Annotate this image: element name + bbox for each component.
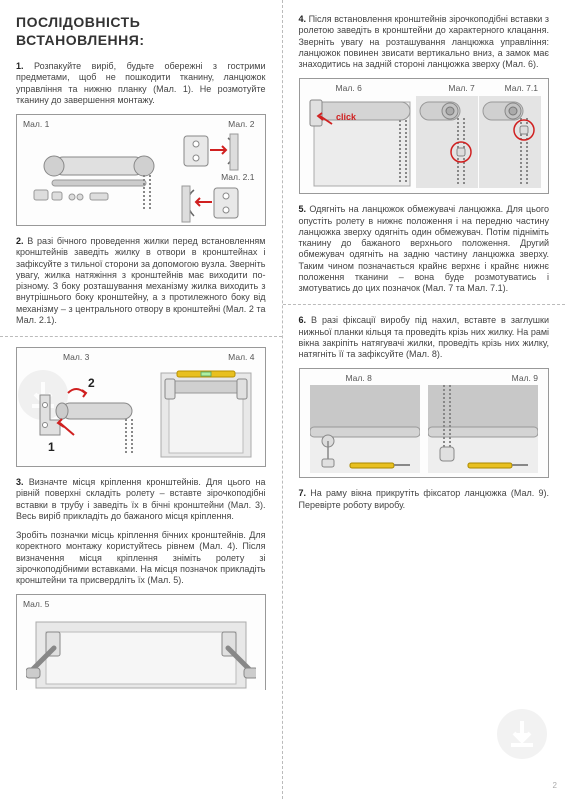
figure-box-5: Мал. 5: [16, 594, 266, 690]
figure-box-6-7: Мал. 6 click: [299, 78, 550, 194]
fig-7-label: Мал. 7: [416, 83, 479, 94]
fig-3-illustration: 2 1: [23, 365, 146, 460]
figure-box-1-2: Мал. 1: [16, 114, 266, 226]
fig-2-label: Мал. 2: [164, 119, 258, 130]
step-2-body: В разі бічного проведення жилки перед вс…: [16, 236, 266, 325]
fig-21-illustration: [164, 184, 258, 224]
watermark-icon: [497, 709, 547, 759]
step-7-text: 7. На раму вікна прикрутіть фіксатор лан…: [299, 488, 550, 511]
figure-box-8-9: Мал. 8: [299, 368, 550, 478]
fig-1-label: Мал. 1: [23, 119, 164, 130]
fig-9-illustration: [424, 386, 542, 471]
fig-4-illustration: [146, 365, 258, 460]
page-title: ПОСЛІДОВНІСТЬ ВСТАНОВЛЕННЯ:: [16, 14, 266, 49]
svg-text:2: 2: [88, 376, 95, 390]
divider: [283, 304, 565, 305]
fig-1-illustration: [23, 132, 164, 219]
fig-9-label: Мал. 9: [424, 373, 542, 384]
divider: [0, 336, 282, 337]
step-1-text: 1. Розпакуйте виріб, будьте обережні з г…: [16, 61, 266, 106]
figure-box-3-4: Мал. 3: [16, 347, 266, 467]
fig-4-label: Мал. 4: [146, 352, 258, 363]
fig-71-illustration: [479, 96, 542, 187]
fig-71-label: Мал. 7.1: [479, 83, 542, 94]
fig-5-label: Мал. 5: [23, 599, 259, 610]
page-number: 2: [553, 781, 557, 791]
fig-3-label: Мал. 3: [63, 352, 146, 363]
fig-8-illustration: [306, 386, 424, 471]
step-4-body: Після встановлення кронштейнів зірочкопо…: [299, 14, 550, 69]
step-3-text-b: Зробіть позначки місць кріплення бічних …: [16, 530, 266, 586]
svg-text:1: 1: [48, 440, 55, 454]
step-5-body: Одягніть на ланцюжок обмежувачі ланцюжка…: [299, 204, 550, 293]
step-5-text: 5. Одягніть на ланцюжок обмежувачі ланцю…: [299, 204, 550, 294]
step-3-text-a: 3. Визначте місця кріплення кронштейнів.…: [16, 477, 266, 522]
fig-6-label: Мал. 6: [336, 83, 416, 94]
step-3b-body: Зробіть позначки місць кріплення бічних …: [16, 530, 266, 585]
step-2-text: 2. В разі бічного проведення жилки перед…: [16, 236, 266, 326]
step-1-body: Розпакуйте виріб, будьте обережні з гост…: [16, 61, 266, 105]
step-6-text: 6. В разі фіксації виробу під нахил, вст…: [299, 315, 550, 360]
svg-text:click: click: [336, 112, 357, 122]
step-3a-body: Визначте місця кріплення кронштейнів. Дл…: [16, 477, 266, 521]
fig-5-illustration: [23, 612, 259, 690]
fig-6-illustration: click: [306, 96, 416, 187]
fig-2-illustration: [164, 132, 258, 172]
fig-8-label: Мал. 8: [346, 373, 424, 384]
step-6-body: В разі фіксації виробу під нахил, вставт…: [299, 315, 550, 359]
step-4-text: 4. Після встановлення кронштейнів зірочк…: [299, 14, 550, 70]
step-7-body: На раму вікна прикрутіть фіксатор ланцюж…: [299, 488, 550, 509]
fig-7-illustration: [416, 96, 479, 187]
